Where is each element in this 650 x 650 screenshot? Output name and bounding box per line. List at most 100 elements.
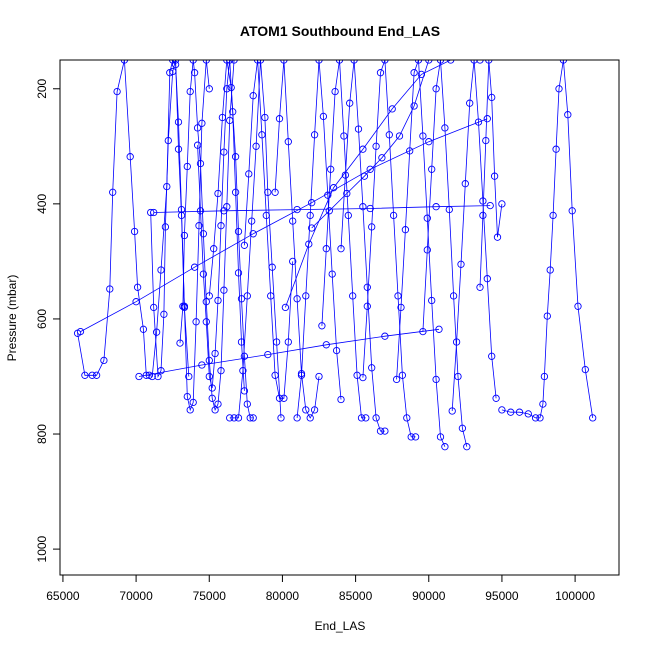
- data-point-16-18: [589, 414, 597, 422]
- data-point-4-9: [240, 352, 249, 360]
- data-point-8-3: [306, 211, 314, 220]
- data-point-16-10: [549, 211, 557, 220]
- data-point-14-6: [474, 118, 483, 126]
- data-point-10-0: [337, 245, 345, 253]
- data-point-4-2: [214, 189, 222, 198]
- data-point-6-11: [289, 257, 297, 266]
- data-point-8-2: [302, 292, 310, 300]
- data-point-10-7: [368, 364, 376, 372]
- data-point-7-4: [289, 217, 297, 225]
- data-point-13-9: [458, 424, 467, 432]
- data-point-3-10: [223, 85, 231, 93]
- data-point-13-3: [432, 85, 440, 93]
- data-point-18-0: [150, 208, 158, 217]
- data-point-0-11: [133, 283, 142, 291]
- data-point-16-14: [564, 111, 572, 119]
- data-point-0-3: [92, 371, 101, 379]
- data-point-9-1: [322, 245, 330, 253]
- data-point-1-18: [202, 60, 210, 64]
- data-point-7-2: [280, 60, 288, 64]
- series-line-5: [229, 60, 282, 419]
- data-point-12-2: [401, 226, 410, 234]
- data-point-6-8: [275, 394, 284, 402]
- data-point-2-15: [217, 367, 225, 375]
- data-point-6-10: [284, 338, 292, 346]
- data-point-20-1: [305, 240, 313, 248]
- data-point-11-1: [363, 302, 371, 310]
- data-point-10-3: [350, 60, 358, 64]
- series-line-7: [274, 60, 320, 419]
- data-point-19-5: [435, 325, 443, 333]
- data-point-8-6: [319, 112, 328, 121]
- data-point-0-2: [88, 371, 96, 379]
- data-point-19-0: [135, 372, 143, 381]
- data-point-15-3: [485, 60, 493, 64]
- x-axis: 65000 70000 75000 80000 85000 90000 95000 10000…: [46, 574, 595, 603]
- data-point-8-0: [293, 414, 301, 422]
- data-point-1-17: [198, 119, 206, 127]
- x-axis-label: End_LAS: [315, 619, 366, 633]
- series-line-1: [150, 60, 210, 412]
- data-point-12-5: [414, 60, 423, 64]
- data-point-16-5: [536, 414, 544, 422]
- data-point-0-25: [185, 372, 193, 381]
- data-point-0-8: [120, 60, 129, 64]
- data-point-2-12: [208, 394, 216, 402]
- data-point-10-10: [381, 427, 389, 435]
- data-point-17-0: [76, 327, 85, 336]
- data-point-13-1: [423, 246, 431, 254]
- data-point-13-2: [428, 165, 436, 173]
- data-point-1-9: [174, 145, 183, 153]
- data-point-12-6: [419, 132, 427, 140]
- data-point-16-3: [524, 410, 532, 418]
- data-point-19-4: [381, 332, 389, 340]
- data-point-5-8: [261, 113, 269, 122]
- data-point-9-10: [362, 414, 370, 422]
- series-line-10: [340, 60, 385, 432]
- data-point-6-7: [271, 371, 279, 379]
- series-line-16: [501, 60, 594, 419]
- plot-frame: [59, 59, 620, 576]
- data-point-4-8: [237, 295, 246, 303]
- data-point-10-6: [363, 283, 371, 291]
- data-point-1-5: [161, 223, 170, 231]
- data-point-14-10: [492, 394, 500, 402]
- series-line-0: [77, 60, 190, 378]
- data-point-12-8: [428, 296, 436, 305]
- data-point-9-7: [349, 292, 357, 300]
- data-point-16-1: [507, 408, 515, 416]
- data-point-15-2: [482, 136, 490, 145]
- x-tick-label: 70000: [119, 589, 153, 603]
- data-point-20-4: [388, 105, 396, 113]
- data-point-6-1: [245, 170, 253, 178]
- data-point-4-0: [205, 292, 213, 300]
- data-point-0-10: [130, 227, 139, 236]
- data-point-13-10: [463, 443, 471, 451]
- data-point-5-1: [230, 414, 238, 422]
- data-point-2-16: [220, 286, 228, 294]
- data-point-3-11: [226, 60, 234, 64]
- data-point-7-3: [284, 138, 292, 146]
- data-point-0-5: [106, 285, 114, 293]
- y-axis: 200 400 600 800 1000: [35, 78, 61, 562]
- data-point-21-5: [395, 132, 404, 140]
- series-line-19: [138, 328, 440, 377]
- data-point-14-5: [470, 60, 478, 64]
- data-point-17-3: [249, 230, 257, 238]
- data-point-15-6: [493, 233, 502, 241]
- data-point-3-14: [234, 269, 243, 277]
- series-line-17: [80, 118, 488, 332]
- data-point-19-1: [198, 361, 206, 369]
- series-line-4: [208, 60, 254, 419]
- data-point-11-2: [368, 223, 376, 231]
- data-point-5-3: [239, 367, 247, 375]
- data-point-2-19: [230, 60, 238, 64]
- data-point-14-3: [461, 180, 469, 188]
- data-point-9-0: [318, 322, 326, 330]
- data-point-11-12: [411, 433, 420, 441]
- data-point-8-4: [310, 131, 319, 139]
- data-point-2-14: [214, 400, 222, 408]
- data-point-5-12: [277, 414, 285, 422]
- data-point-0-15: [148, 372, 156, 381]
- x-tick-label: 100000: [555, 589, 595, 603]
